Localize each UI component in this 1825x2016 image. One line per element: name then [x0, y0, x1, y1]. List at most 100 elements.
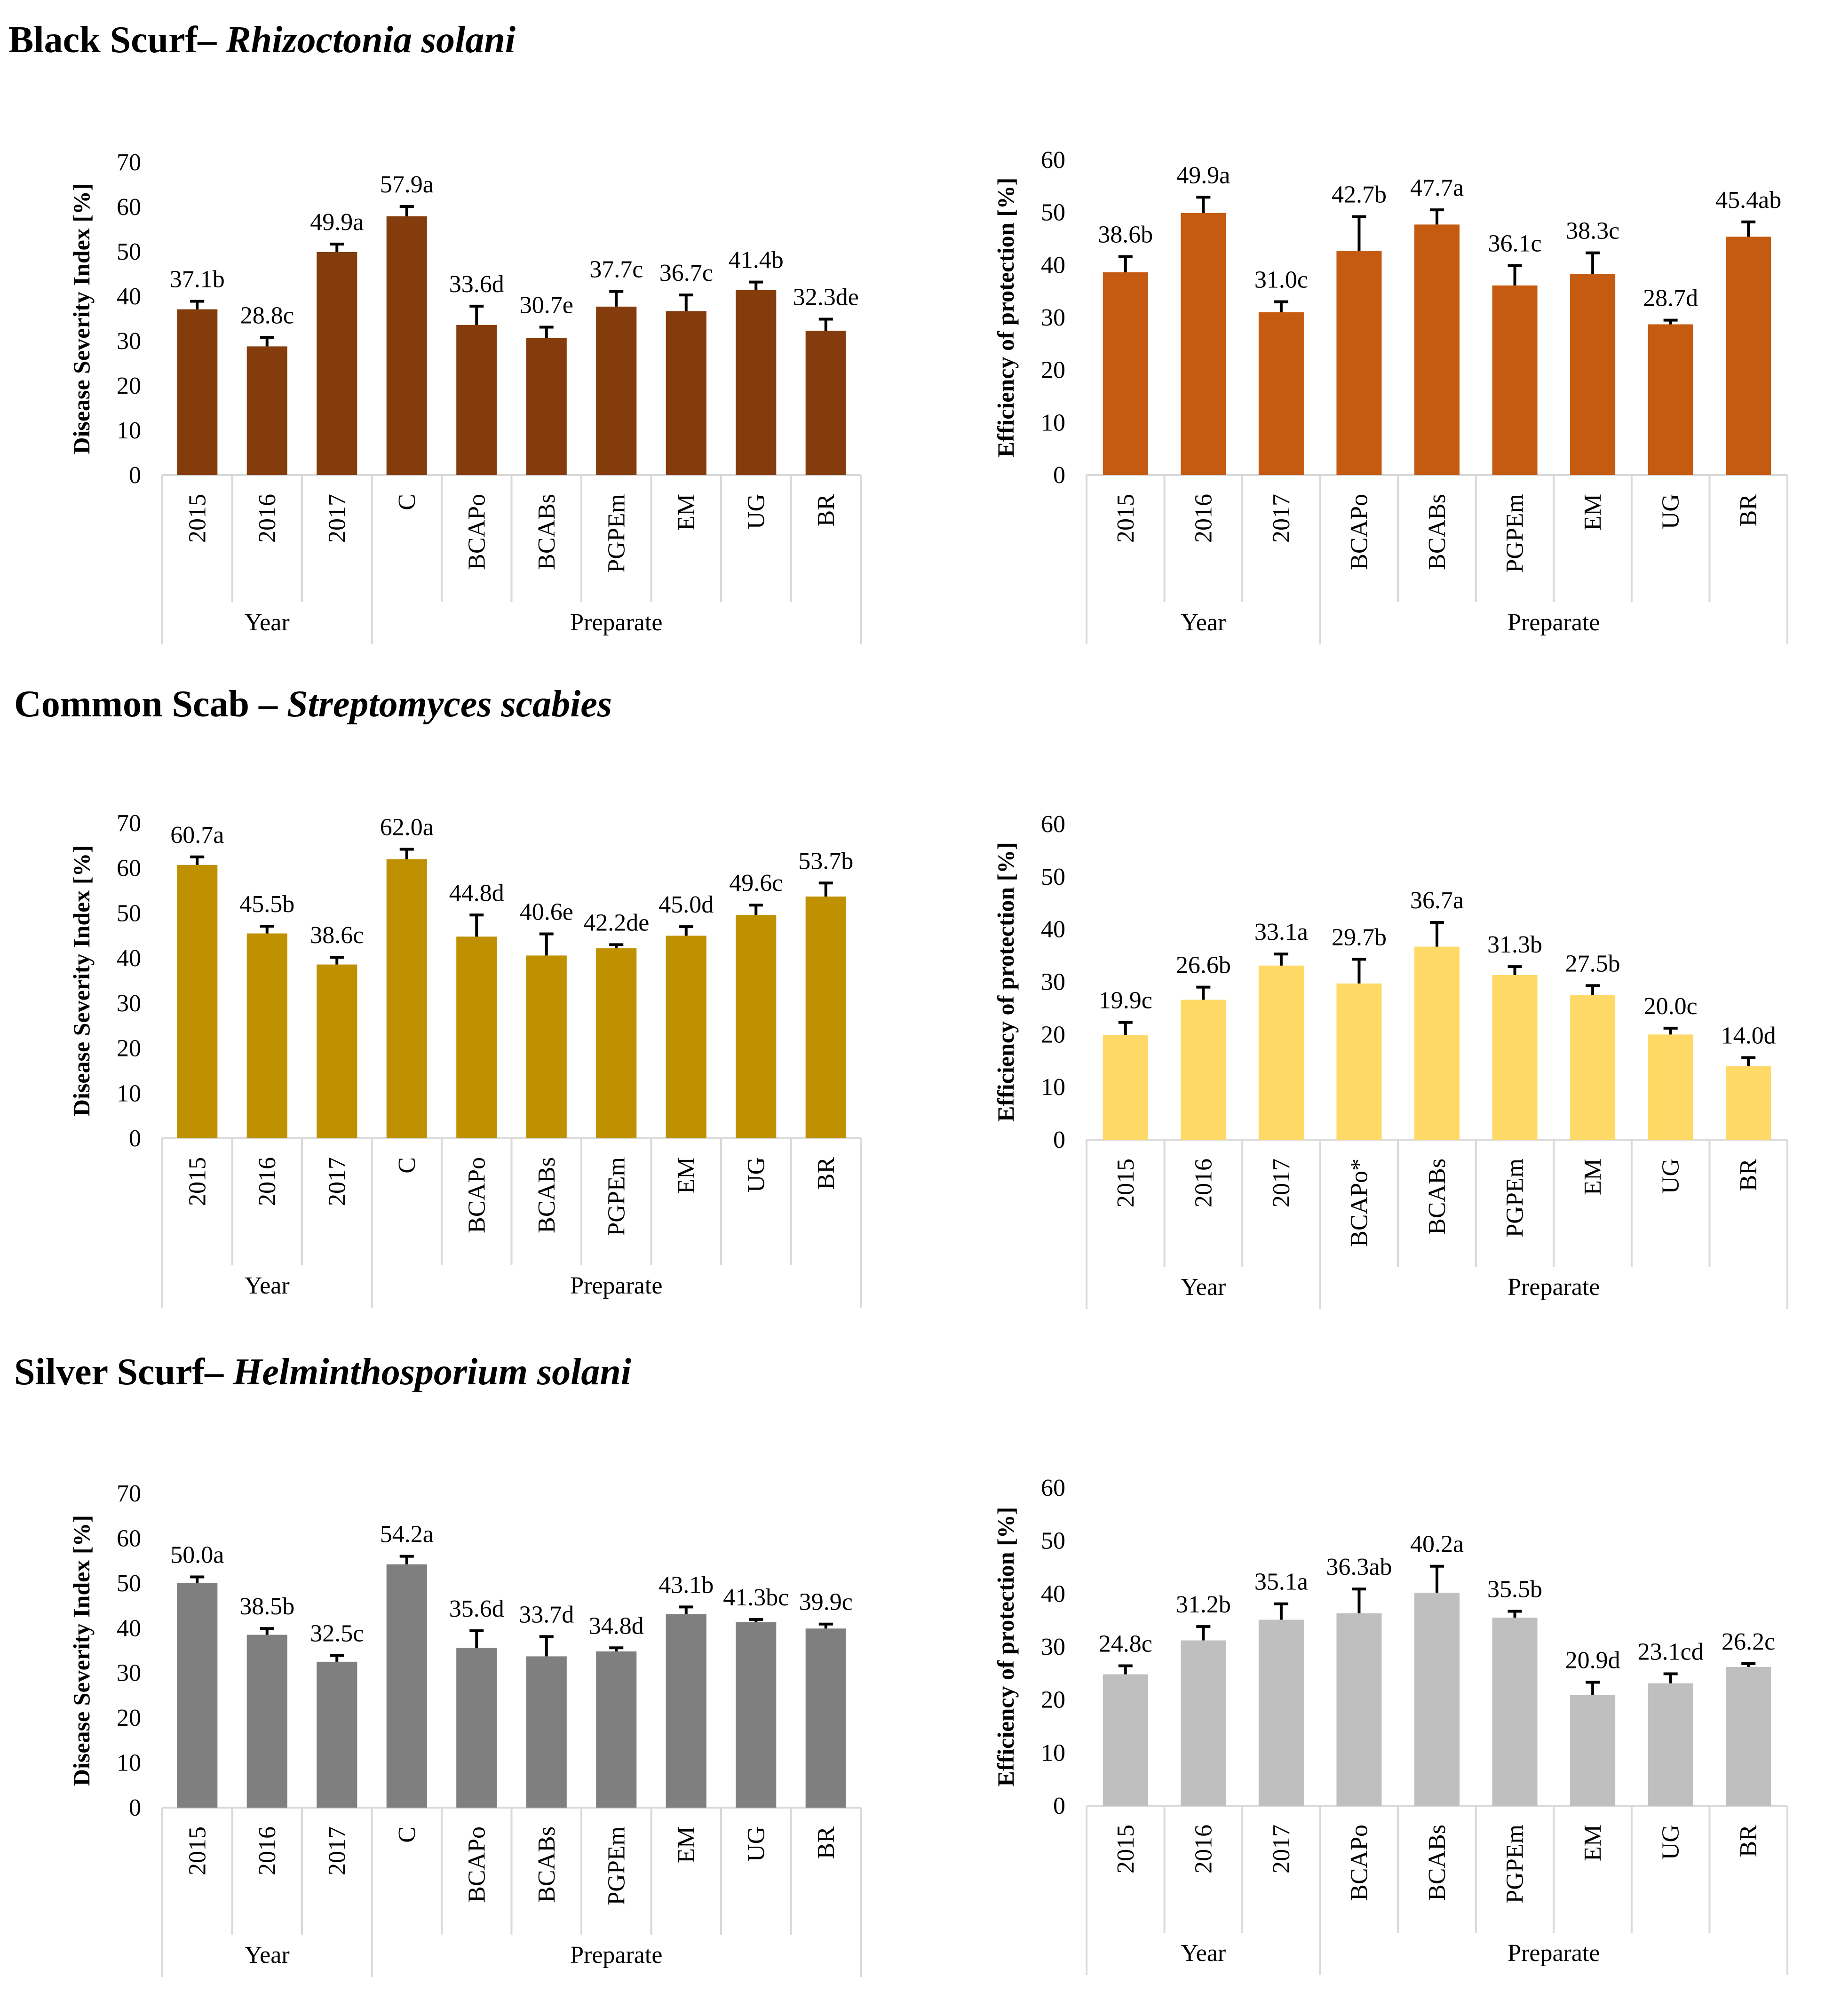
group-label: Preparate: [1508, 609, 1600, 636]
data-label: 32.3de: [793, 284, 859, 310]
group-label: Year: [1181, 609, 1226, 636]
y-tick-label: 50: [117, 900, 141, 927]
bar: [1648, 324, 1693, 475]
bar: [805, 897, 846, 1138]
y-tick-label: 70: [117, 1480, 141, 1507]
bar: [1336, 1613, 1382, 1806]
data-label: 42.2de: [583, 909, 649, 936]
x-tick-label: UG: [743, 1157, 770, 1192]
y-tick-label: 20: [1041, 1021, 1065, 1048]
data-label: 28.8c: [240, 302, 294, 329]
data-label: 23.1cd: [1638, 1638, 1704, 1665]
bar: [1492, 285, 1538, 475]
x-tick-label: BCABs: [533, 1157, 560, 1233]
bar: [1570, 1695, 1616, 1806]
y-tick-label: 60: [1041, 147, 1065, 174]
bar: [317, 964, 357, 1138]
x-tick-label: BCAPo: [1346, 1825, 1373, 1901]
bar: [736, 915, 777, 1138]
x-tick-label: 2016: [1190, 1825, 1217, 1873]
x-tick-label: BCABs: [1424, 1825, 1451, 1901]
data-label: 31.0c: [1254, 267, 1308, 294]
bar: [1103, 1674, 1148, 1806]
bar: [1414, 1593, 1460, 1806]
x-tick-label: BCABs: [1424, 494, 1451, 570]
data-label: 24.8c: [1099, 1631, 1152, 1658]
x-tick-label: BR: [813, 1826, 840, 1859]
x-tick-label: PGPEm: [603, 1826, 630, 1905]
x-tick-label: UG: [743, 1826, 770, 1862]
x-tick-label: 2016: [254, 1157, 281, 1206]
bar: [456, 1648, 497, 1808]
x-tick-label: EM: [1579, 494, 1606, 531]
x-tick-label: 2017: [324, 1157, 350, 1206]
chart-black-scurf-efficiency: 0 10 20 30 40 50 60 Efficiency of protection [%…: [992, 147, 1788, 644]
y-tick-label: 0: [129, 1125, 141, 1152]
chart-silver-scurf-efficiency: 0 10 20 30 40 50 60 Efficiency of protection [%…: [992, 1475, 1788, 1975]
x-tick-label: C: [394, 1826, 421, 1843]
data-label: 33.7d: [519, 1601, 574, 1628]
y-tick-label: 10: [117, 1750, 141, 1777]
x-tick-label: 2017: [1268, 494, 1295, 543]
y-tick-label: 60: [1041, 1475, 1065, 1501]
data-label: 41.3bc: [723, 1584, 789, 1611]
data-label: 39.9c: [799, 1589, 853, 1616]
bar: [456, 325, 497, 475]
y-tick-label: 30: [1041, 304, 1065, 331]
bar: [1570, 995, 1616, 1140]
bar: [177, 865, 218, 1138]
bar: [1570, 274, 1616, 475]
y-tick-label: 10: [117, 417, 141, 444]
bar: [1181, 213, 1226, 475]
data-label: 36.7a: [1410, 887, 1464, 914]
x-tick-label: BCABs: [1424, 1159, 1451, 1235]
data-label: 35.5b: [1487, 1576, 1542, 1603]
x-tick-label: BCAPo*: [1346, 1159, 1373, 1247]
data-label: 50.0a: [170, 1541, 224, 1568]
bar: [1648, 1034, 1693, 1140]
bar: [1103, 1035, 1148, 1140]
y-tick-label: 30: [1041, 1634, 1065, 1660]
y-tick-label: 20: [117, 1705, 141, 1731]
section-species: Rhizoctonia solani: [226, 19, 516, 61]
group-label: Year: [245, 609, 290, 636]
bar: [1336, 983, 1382, 1140]
data-label: 29.7b: [1332, 924, 1387, 951]
x-tick-label: UG: [1658, 1825, 1684, 1860]
y-tick-label: 50: [117, 1570, 141, 1597]
data-label: 34.8d: [589, 1612, 644, 1639]
chart-black-scurf-dsi: 0 10 20 30 40 50 60 70 Disease Severity Index [%…: [68, 149, 862, 644]
bar: [1103, 272, 1148, 475]
x-tick-label: BR: [813, 494, 840, 527]
bar: [1492, 1618, 1538, 1806]
data-label: 36.1c: [1488, 230, 1542, 257]
chart-common-scab-dsi: 0 10 20 30 40 50 60 70 Disease Severity Index [%…: [68, 810, 862, 1308]
x-tick-label: BCAPo: [463, 494, 490, 570]
bar: [456, 937, 497, 1138]
y-tick-label: 10: [1041, 409, 1065, 436]
data-label: 38.6b: [1098, 221, 1153, 248]
bar: [666, 311, 706, 475]
bar: [386, 1564, 427, 1808]
data-label: 44.8d: [449, 880, 504, 906]
x-tick-label: 2017: [324, 1826, 350, 1875]
section-species: Streptomyces scabies: [287, 683, 612, 725]
data-label: 20.9d: [1565, 1647, 1620, 1674]
bar: [1726, 1667, 1771, 1806]
section-title-text: Silver Scurf–: [14, 1351, 224, 1393]
data-label: 20.0c: [1644, 993, 1698, 1020]
group-label: Year: [1181, 1940, 1226, 1967]
bar: [1181, 1000, 1226, 1140]
data-label: 45.5b: [239, 891, 294, 918]
section-title-black-scurf: Black Scurf– Rhizoctonia solani: [8, 19, 516, 62]
bar: [1726, 237, 1771, 475]
group-label: Preparate: [570, 1942, 662, 1968]
data-label: 35.1a: [1254, 1569, 1308, 1595]
data-label: 37.7c: [589, 256, 643, 283]
bar: [666, 1614, 706, 1808]
data-label: 31.2b: [1176, 1591, 1231, 1618]
y-tick-label: 0: [1053, 462, 1065, 489]
data-label: 27.5b: [1565, 950, 1620, 977]
x-tick-label: EM: [673, 494, 700, 531]
bar: [526, 338, 567, 475]
